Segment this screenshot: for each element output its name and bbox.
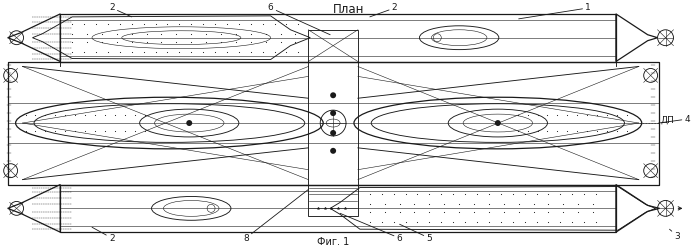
- Text: Фиг. 1: Фиг. 1: [317, 237, 350, 247]
- Bar: [308, 185, 358, 216]
- Text: 8: 8: [243, 189, 308, 243]
- Bar: [308, 30, 358, 62]
- Bar: [308, 62, 358, 185]
- Circle shape: [330, 92, 336, 98]
- Circle shape: [186, 120, 192, 126]
- Text: 2: 2: [109, 3, 131, 17]
- Text: 2: 2: [92, 227, 115, 243]
- Text: 1: 1: [519, 3, 591, 19]
- Circle shape: [330, 130, 336, 136]
- Bar: [8, 62, 658, 185]
- Text: 5: 5: [400, 224, 432, 243]
- Text: 6: 6: [340, 213, 403, 243]
- Bar: [60, 14, 616, 62]
- Text: 2: 2: [370, 3, 398, 17]
- Bar: [60, 185, 616, 232]
- Circle shape: [495, 120, 500, 126]
- Text: 3: 3: [670, 229, 680, 241]
- Text: 4: 4: [658, 115, 690, 124]
- Text: 6: 6: [268, 3, 330, 35]
- Text: ДП: ДП: [661, 116, 675, 124]
- Circle shape: [330, 148, 336, 154]
- Circle shape: [330, 110, 336, 116]
- Text: План: План: [333, 3, 365, 16]
